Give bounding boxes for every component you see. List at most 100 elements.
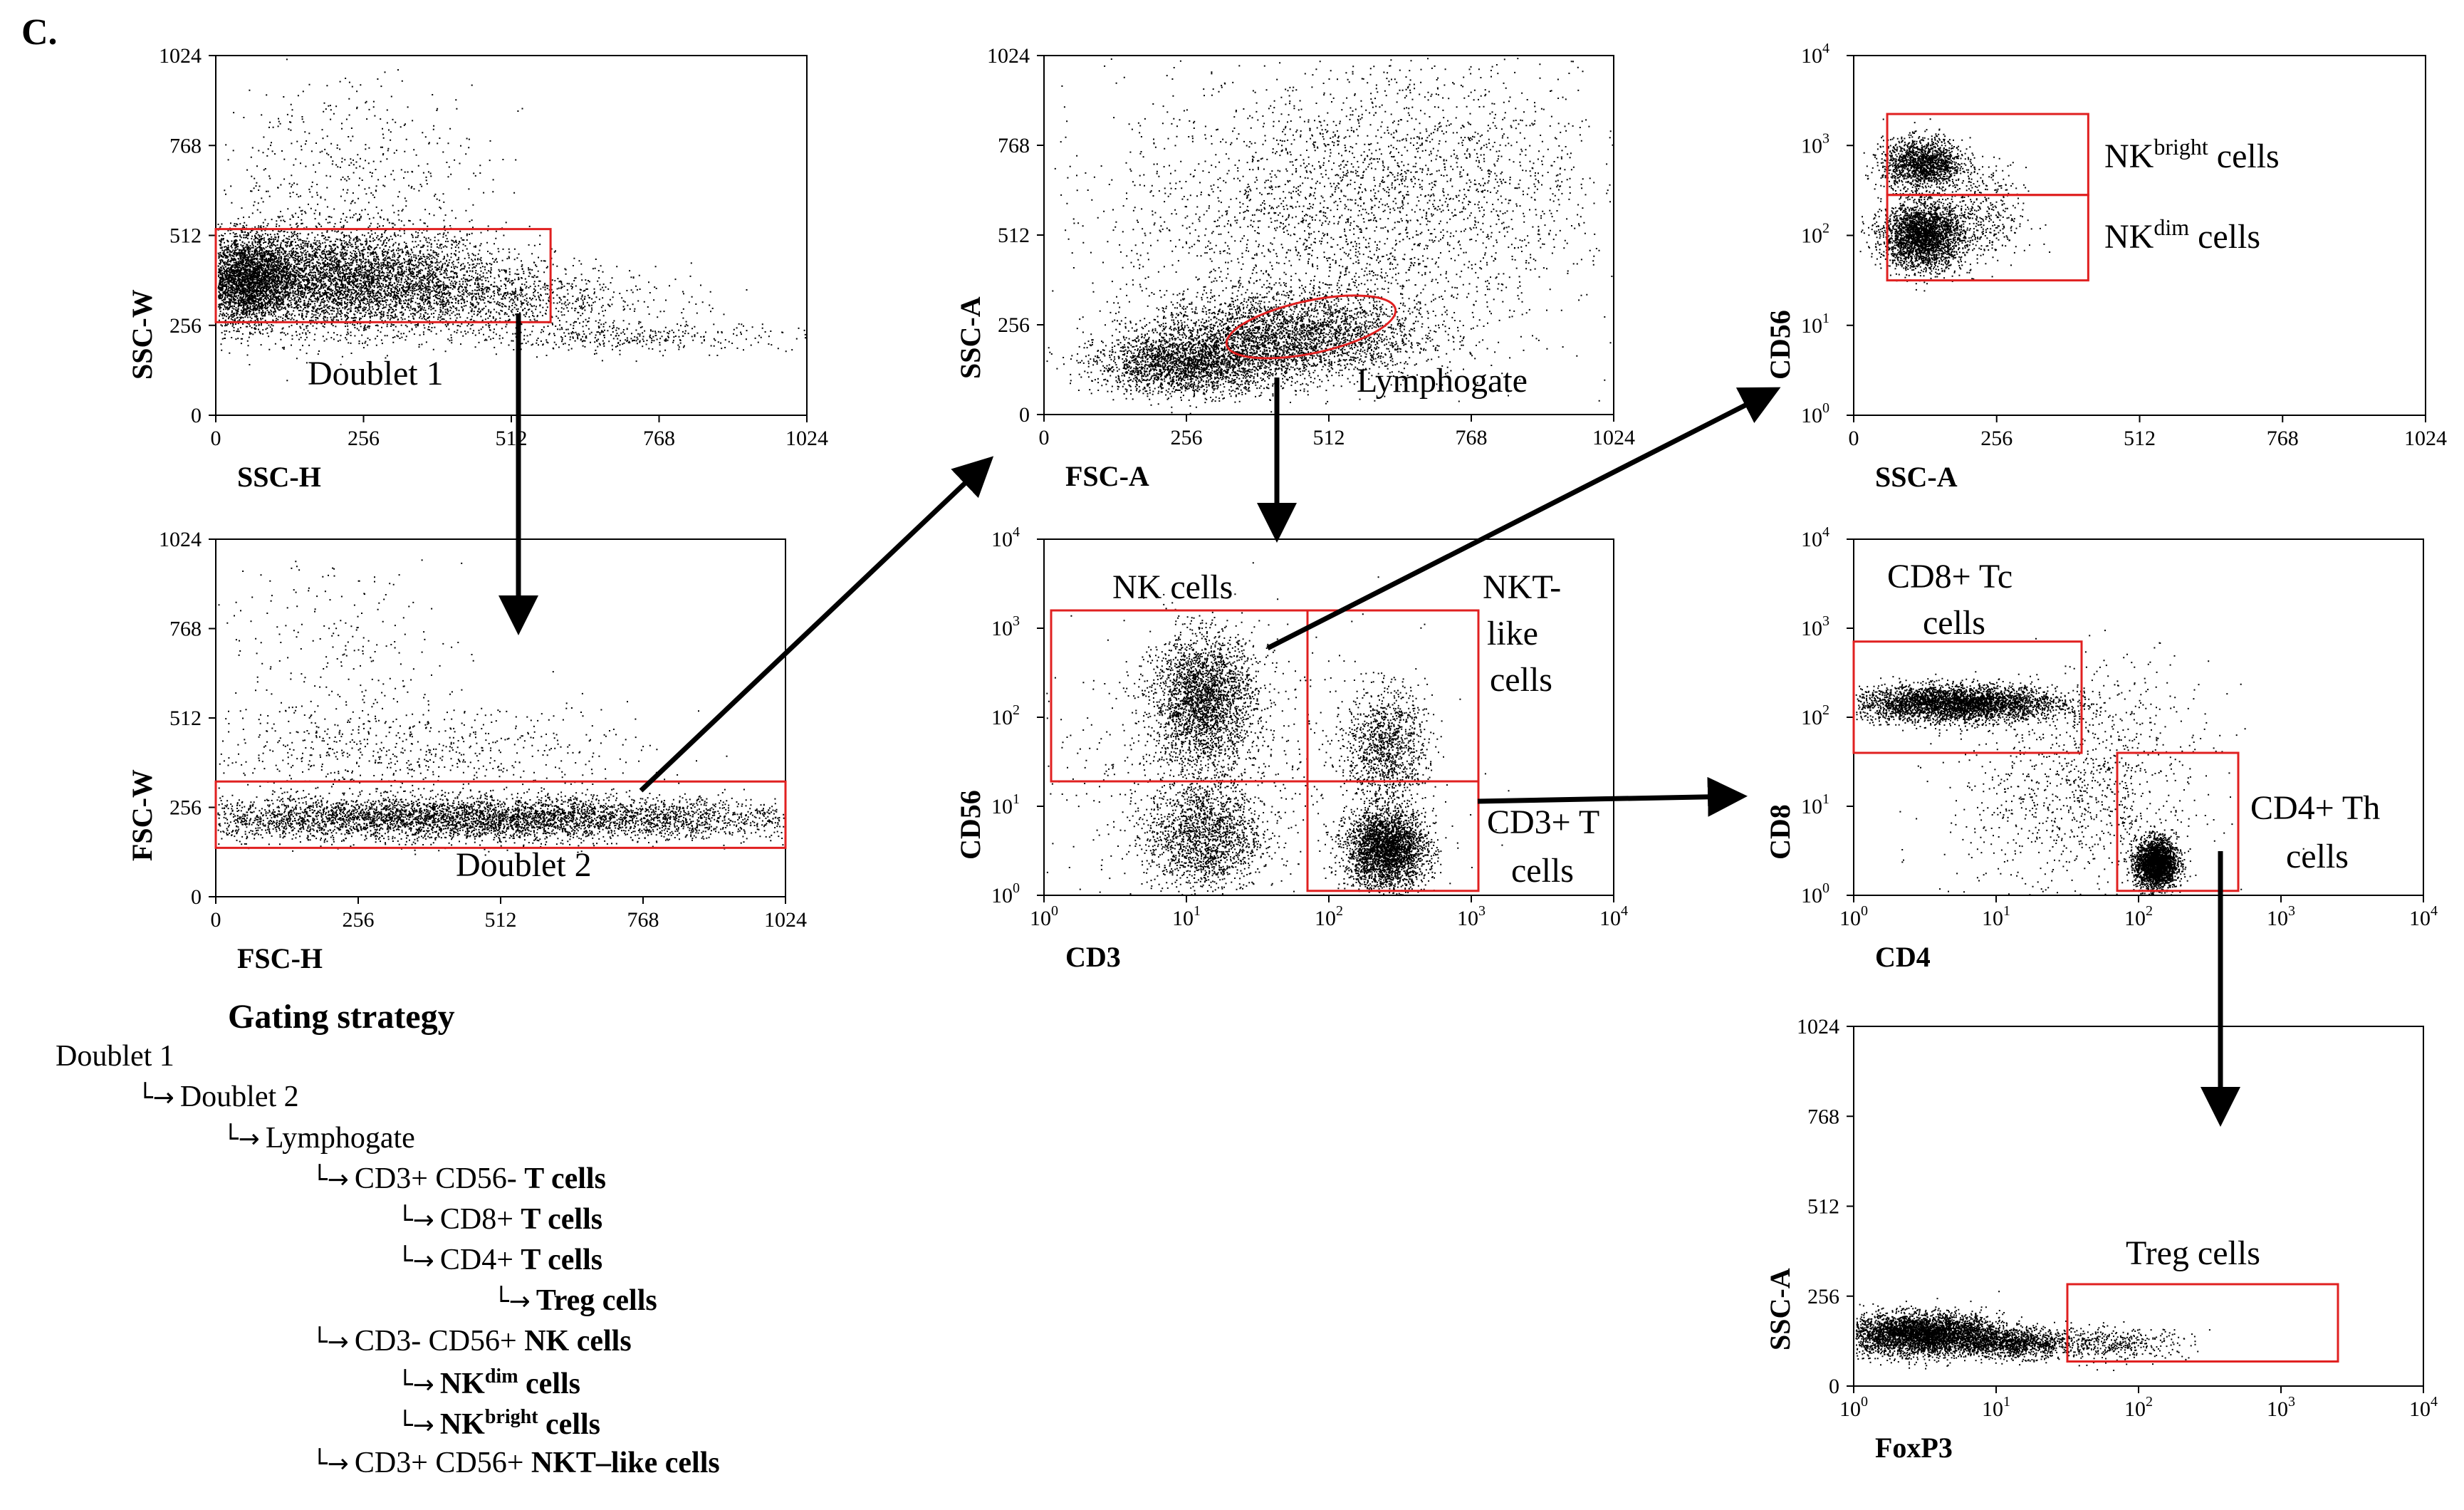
tick-base: 10 [1801,314,1822,338]
tick-base: 10 [1599,907,1621,930]
plot-frame [215,538,786,897]
tick-base: 10 [2267,1397,2288,1421]
x-tick-label: 512 [485,908,517,932]
branch-arrow-icon: └→ [397,1206,434,1235]
tick-exponent: 0 [1861,903,1868,919]
strategy-bold-suffix: cells [538,1408,600,1441]
strategy-bold-text: T cells [521,1244,603,1276]
tick-exponent: 4 [1822,524,1829,540]
strategy-line: └→ Lymphogate [223,1123,415,1153]
y-axis-label: SSC-A [954,296,986,379]
strategy-line: └→ Doublet 2 [137,1082,299,1112]
x-tick-label: 256 [343,908,375,932]
data-points [1859,118,2051,292]
strategy-text: CD3- CD56+ [354,1325,525,1358]
y-tick-label: 1024 [159,528,202,551]
branch-arrow-icon: └→ [223,1125,260,1154]
x-axis-label: FSC-A [1065,460,1149,492]
data-points [1855,1291,2210,1371]
strategy-line: └→ CD3- CD56+ NK cells [312,1326,632,1356]
x-tick-label: 104 [2409,903,2438,930]
x-axis-label: SSC-A [1875,461,1958,493]
x-tick-label: 768 [643,427,675,450]
strategy-bold-text: NKT–like cells [531,1447,720,1479]
strategy-text: Doublet 2 [179,1081,299,1113]
y-tick-label: 103 [1801,613,1829,640]
x-tick-label: 104 [1599,903,1628,930]
tick-exponent: 3 [1822,130,1829,146]
strategy-line: └→ CD3+ CD56+ NKT–like cells [312,1448,720,1478]
gate-label-nkt-line1: NKT- [1483,568,1561,606]
gate-label-cd8tc-line2: cells [1923,604,1985,642]
gate-0 [1852,640,2083,754]
y-tick-label: 1024 [987,44,1030,68]
tick-base: 10 [2409,907,2431,930]
y-tick-label: 768 [169,134,202,157]
x-tick-label: 512 [496,427,528,450]
x-tick-label: 102 [2124,1394,2153,1421]
tick-base: 10 [991,528,1013,551]
strategy-text: CD8+ [439,1203,521,1236]
gate-1 [1886,194,2089,282]
y-tick-label: 100 [1801,400,1829,427]
strategy-line: └→ NKbright cells [397,1407,600,1441]
tick-base: 10 [1982,907,2003,930]
gate-label-lymphogate: Lymphogate [1357,362,1528,400]
y-tick-label: 768 [169,618,202,641]
strategy-superscript: dim [484,1365,518,1387]
gate-label-cd3t-line2: cells [1511,852,1574,890]
tick-base: 10 [1839,1397,1861,1421]
gate-label-nkbright-base: NK [2104,137,2154,175]
branch-arrow-icon: └→ [312,1165,349,1194]
gate-label-nkt-line2: like [1487,615,1538,652]
tick-base: 10 [1801,44,1822,68]
strategy-line: └→ NKdim cells [397,1365,580,1400]
gate-label-nkdim-base: NK [2104,218,2154,256]
y-tick-label: 102 [1801,221,1829,248]
gating-arrow [1477,776,1748,817]
y-tick-label: 256 [998,313,1030,337]
y-axis-label: CD8 [1764,804,1796,860]
tick-base: 10 [1801,224,1822,248]
tick-base: 10 [1801,706,1822,729]
y-tick-label: 1024 [1797,1015,1839,1038]
tick-base: 10 [991,884,1013,907]
tick-base: 10 [1315,907,1336,930]
x-tick-label: 1024 [1592,426,1635,449]
x-tick-label: 101 [1982,1394,2010,1421]
branch-arrow-icon: └→ [494,1287,531,1316]
y-tick-label: 0 [1019,403,1030,427]
gate-label-nkdim: NKdim cells [2104,214,2260,256]
x-tick-label: 103 [2267,903,2295,930]
x-tick-label: 768 [2267,427,2299,450]
tick-exponent: 3 [1822,613,1829,629]
y-tick-label: 103 [1801,130,1829,157]
tick-base: 10 [991,706,1013,729]
tick-base: 10 [1801,404,1822,427]
tick-exponent: 0 [1051,903,1058,919]
x-tick-label: 1024 [2404,427,2447,450]
strategy-bold-text: NK [439,1408,485,1441]
x-tick-label: 1024 [764,908,807,932]
y-tick-label: 101 [1801,791,1829,818]
y-tick-label: 512 [1807,1195,1839,1219]
x-tick-label: 256 [348,427,380,450]
y-tick-label: 768 [998,134,1030,157]
y-tick-label: 256 [169,314,202,338]
gate-label-cd3t-line1: CD3+ T [1487,803,1599,841]
strategy-line: └→ CD4+ T cells [397,1245,602,1275]
tick-exponent: 0 [1822,880,1829,896]
strategy-text: CD3+ CD56+ [354,1447,531,1479]
strategy-line: Doublet 1 [56,1041,174,1071]
x-tick-label: 768 [627,908,659,932]
x-tick-label: 0 [1849,427,1859,450]
strategy-text: Doublet 1 [56,1040,174,1073]
gate-label-nkdim-sup: dim [2154,214,2189,240]
branch-arrow-icon: └→ [312,1449,349,1479]
y-tick-label: 104 [991,524,1020,551]
gate-0 [2066,1283,2339,1363]
y-tick-label: 104 [1801,524,1829,551]
